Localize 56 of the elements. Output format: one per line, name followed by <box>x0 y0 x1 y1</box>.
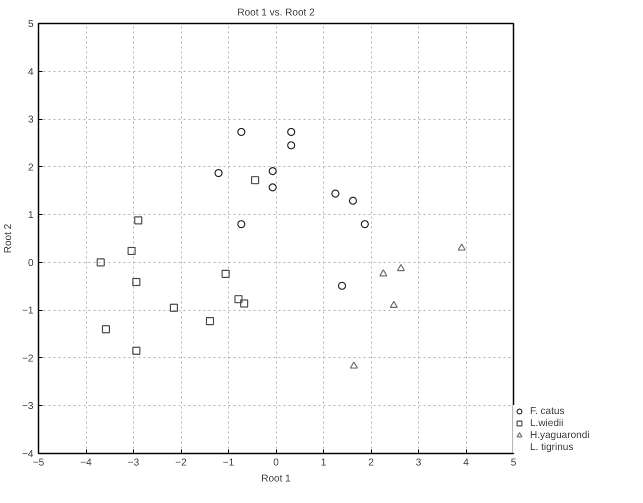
point <box>338 282 346 290</box>
x-tick-label: 1 <box>320 458 327 468</box>
legend-label: F. catus <box>530 405 566 417</box>
point <box>222 270 230 278</box>
x-tick-label: 3 <box>416 458 422 468</box>
text: L. tigrinus <box>530 441 574 453</box>
point <box>134 216 142 224</box>
point <box>251 176 260 184</box>
y-tick-label: 4 <box>28 66 34 78</box>
point <box>132 346 140 355</box>
x-tick-label: 0 <box>273 458 280 468</box>
point <box>128 246 136 256</box>
point <box>132 278 140 286</box>
point <box>237 220 246 228</box>
x-tick-label: −3 <box>128 458 140 468</box>
point <box>206 317 214 326</box>
point <box>287 141 296 150</box>
point <box>102 325 110 334</box>
y-tick-label: −1 <box>22 306 34 317</box>
point <box>458 243 466 251</box>
y-axis-title: Root 2 <box>3 223 14 254</box>
point <box>396 264 406 272</box>
point <box>170 304 178 312</box>
x-tick-label: 2 <box>368 458 374 468</box>
point <box>234 295 243 304</box>
point <box>96 258 105 266</box>
chart-title: Root 1 vs. Root 2 <box>237 8 316 18</box>
y-tick-label: 0 <box>28 258 34 269</box>
y-tick-label: 3 <box>28 114 34 126</box>
y-tick-label: 2 <box>28 162 34 174</box>
y-tick-label: −3 <box>22 401 34 412</box>
y-tick-label: −2 <box>22 353 34 364</box>
legend-label: H.yaguarondi <box>530 429 590 441</box>
legend-label: L.wiedii <box>530 417 564 429</box>
x-tick-label: −4 <box>80 458 92 468</box>
point <box>390 300 398 308</box>
point <box>214 168 223 178</box>
point <box>379 269 388 276</box>
point <box>287 128 296 136</box>
point <box>268 183 277 192</box>
point <box>237 128 246 136</box>
y-tick-label: 5 <box>28 19 34 30</box>
x-tick-label: −5 <box>32 458 45 468</box>
x-axis-title: Root 1 <box>261 474 292 484</box>
x-tick-label: 5 <box>510 458 517 468</box>
x-tick-label: −1 <box>222 458 235 468</box>
point <box>350 361 358 369</box>
point <box>360 220 369 228</box>
y-tick-label: −4 <box>22 449 34 460</box>
point <box>268 167 277 176</box>
point <box>348 196 358 205</box>
point <box>240 299 248 308</box>
x-tick-label: −2 <box>175 458 188 468</box>
point <box>331 189 340 198</box>
y-tick-label: 1 <box>28 210 34 222</box>
x-tick-label: 4 <box>463 458 470 468</box>
